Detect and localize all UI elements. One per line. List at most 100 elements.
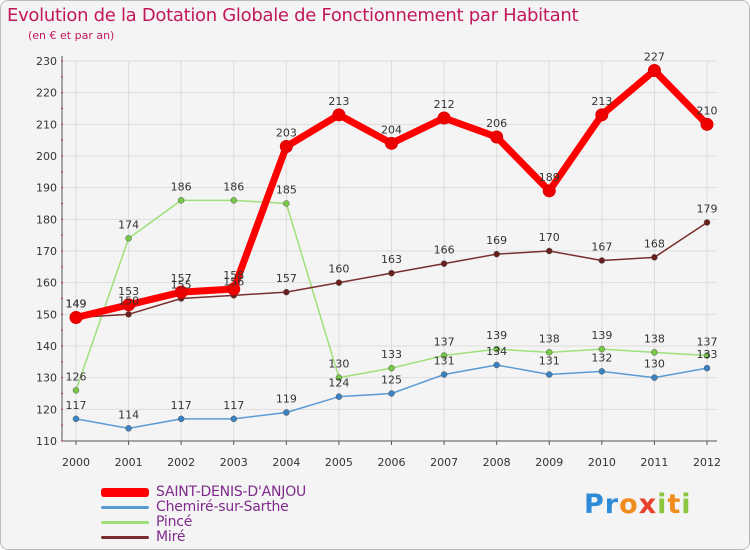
data-point — [651, 374, 658, 381]
data-label: 166 — [434, 244, 455, 257]
data-label: 203 — [276, 127, 297, 140]
data-point — [335, 279, 343, 286]
y-tick-label: 180 — [36, 213, 57, 226]
data-label: 131 — [539, 355, 560, 368]
x-tick-label: 2006 — [378, 456, 406, 469]
data-label: 179 — [697, 203, 718, 216]
data-label: 169 — [486, 234, 507, 247]
data-point — [493, 361, 500, 369]
data-point — [651, 254, 658, 261]
data-point — [177, 415, 185, 423]
data-point — [69, 311, 83, 324]
x-tick-label: 2003 — [220, 456, 248, 469]
chart-title: Evolution de la Dotation Globale de Fonc… — [7, 5, 579, 26]
data-point — [122, 298, 136, 312]
data-label: 137 — [697, 336, 718, 349]
data-point — [490, 130, 504, 144]
y-tick-label: 230 — [36, 55, 57, 68]
data-point — [283, 409, 290, 416]
data-point — [546, 247, 553, 255]
x-tick-label: 2008 — [483, 456, 511, 469]
logo-letter: r — [604, 489, 620, 520]
data-point — [651, 349, 658, 356]
data-label: 156 — [223, 275, 244, 288]
data-point — [546, 349, 553, 356]
legend-swatch — [101, 536, 149, 539]
data-point — [493, 345, 500, 353]
data-label: 138 — [539, 332, 560, 345]
data-label: 189 — [539, 171, 560, 184]
data-point — [437, 111, 451, 125]
y-tick-label: 110 — [36, 435, 57, 448]
data-label: 131 — [434, 355, 455, 368]
x-tick-label: 2009 — [535, 456, 563, 469]
data-label: 130 — [644, 358, 665, 371]
x-tick-label: 2000 — [62, 456, 90, 469]
x-tick-label: 2002 — [167, 456, 195, 469]
data-label: 117 — [171, 399, 192, 412]
data-point — [493, 250, 500, 258]
y-tick-label: 220 — [36, 87, 57, 100]
data-label: 117 — [223, 399, 244, 412]
y-tick-label: 200 — [36, 150, 57, 163]
chart-subtitle: (en € et par an) — [28, 29, 115, 42]
y-tick-label: 130 — [36, 372, 57, 385]
data-label: 153 — [118, 285, 139, 298]
data-label: 185 — [276, 184, 297, 197]
data-point — [388, 364, 395, 372]
data-point — [440, 260, 448, 267]
data-label: 125 — [381, 374, 402, 387]
data-point — [703, 364, 711, 372]
x-tick-label: 2007 — [430, 456, 458, 469]
data-label: 168 — [644, 237, 665, 250]
data-label: 126 — [66, 370, 87, 383]
logo-letter: x — [638, 489, 658, 520]
data-label: 213 — [328, 95, 349, 108]
data-point — [598, 368, 606, 375]
data-label: 124 — [328, 377, 349, 390]
data-label: 133 — [697, 348, 718, 361]
data-label: 139 — [486, 329, 507, 342]
data-label: 186 — [223, 180, 244, 193]
data-label: 119 — [276, 393, 297, 406]
data-label: 160 — [328, 263, 349, 276]
data-point — [230, 197, 237, 204]
data-label: 138 — [644, 332, 665, 345]
data-point — [174, 285, 188, 299]
legend-label: SAINT-DENIS-D'ANJOU — [156, 484, 307, 500]
x-tick-label: 2005 — [325, 456, 353, 469]
x-tick-label: 2001 — [115, 456, 143, 469]
data-point — [595, 108, 609, 122]
data-label: 174 — [118, 218, 139, 231]
data-point — [279, 140, 293, 153]
data-point — [177, 197, 185, 204]
data-point — [230, 415, 237, 423]
data-point — [440, 371, 448, 378]
data-point — [283, 200, 290, 207]
y-tick-label: 160 — [36, 277, 57, 290]
data-point — [332, 108, 346, 122]
data-point — [125, 235, 132, 242]
data-point — [283, 288, 290, 296]
data-point — [388, 390, 395, 397]
data-label: 149 — [66, 298, 87, 311]
data-label: 186 — [171, 180, 192, 193]
data-point — [72, 415, 80, 423]
y-tick-label: 170 — [36, 245, 57, 258]
data-point — [546, 371, 553, 378]
y-tick-label: 210 — [36, 118, 57, 131]
data-point — [335, 393, 343, 400]
x-tick-label: 2012 — [693, 456, 721, 469]
data-point — [647, 64, 661, 77]
x-tick-label: 2004 — [272, 456, 300, 469]
data-point — [703, 352, 711, 359]
data-point — [385, 136, 398, 150]
data-label: 134 — [486, 345, 507, 358]
logo-letter: i — [681, 489, 692, 520]
data-point — [598, 257, 606, 264]
data-point — [700, 117, 714, 131]
y-tick-label: 140 — [36, 340, 57, 353]
data-label: 137 — [434, 336, 455, 349]
